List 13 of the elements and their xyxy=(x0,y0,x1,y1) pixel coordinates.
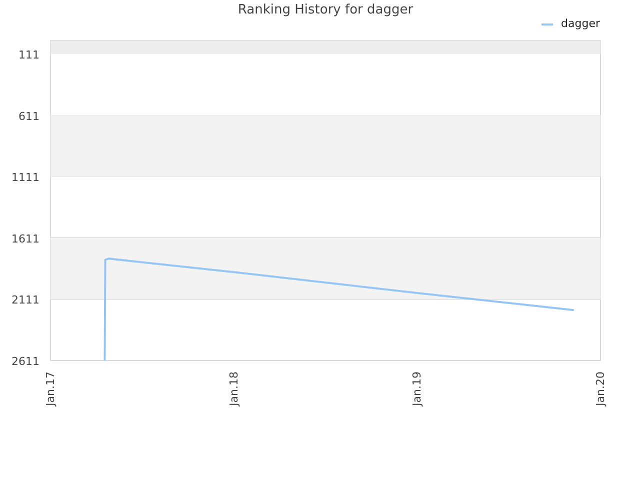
y-tick-label: 1111 xyxy=(12,171,40,184)
x-tick-label: Jan.20 xyxy=(594,371,607,407)
chart-title: Ranking History for dagger xyxy=(238,2,414,18)
legend-label: dagger xyxy=(561,17,600,30)
line-series xyxy=(104,258,575,360)
y-tick-label: 111 xyxy=(18,48,40,62)
x-tick-label: Jan.19 xyxy=(410,371,424,407)
y-tick-label: 611 xyxy=(18,110,40,123)
y-tick-label: 2111 xyxy=(12,294,40,307)
x-tick-label: Jan.18 xyxy=(227,371,240,407)
y-tick-label: 2611 xyxy=(12,355,40,368)
y-tick-label: 1611 xyxy=(12,232,40,246)
x-tick-label: Jan.17 xyxy=(44,371,57,407)
